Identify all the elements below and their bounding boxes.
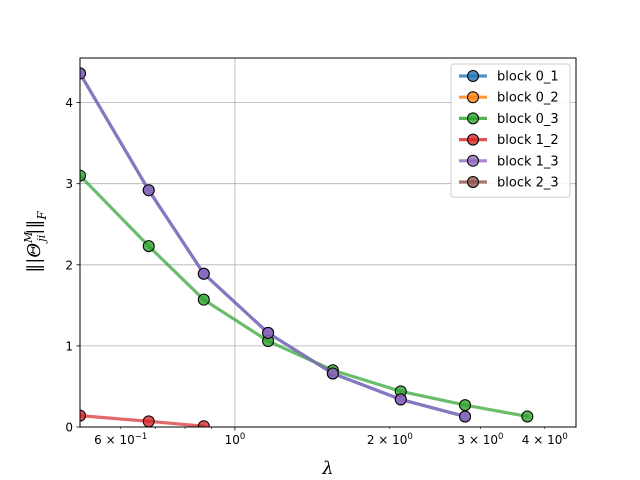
legend-swatch-marker [467,91,479,104]
data-point [262,326,275,339]
data-point [326,367,339,380]
x-tick-label-exponent: 0 [407,432,412,442]
legend-swatch-marker [467,176,479,188]
x-tick-label: 100 [225,432,246,447]
legend-entry-label: block 0_3 [497,112,559,127]
y-axis-label-part: ‖|Θ [24,243,45,273]
legend-entry-label: block 1_3 [497,154,559,169]
legend-swatch-marker [467,112,479,125]
y-axis-label-part: |‖ [24,220,45,235]
data-point [521,410,534,423]
legend-swatch-marker [467,133,479,146]
y-axis-label: ‖|ΘMji|‖F [22,211,49,273]
x-tick-label-exponent: −1 [135,432,148,442]
legend-swatch-marker [467,70,479,82]
legend-entry-label: block 1_2 [497,133,559,148]
x-tick-label-exponent: 0 [498,432,503,442]
legend-swatch-marker [467,154,479,167]
x-tick-label: 2 × 100 [367,432,413,447]
y-axis-label-part: F [35,211,49,221]
x-axis-label: λ [321,458,333,479]
y-axis-label-part: ji [35,235,48,245]
y-tick-label: 3 [65,177,73,191]
x-tick-label-base: 3 × 10 [457,433,498,447]
x-tick-label: 3 × 100 [457,432,503,447]
data-point [197,267,210,280]
series-layer [80,67,534,427]
y-tick-label: 4 [65,96,73,110]
data-point [80,169,86,182]
x-tick-label-base: 4 × 10 [522,433,563,447]
plot-frame [79,57,577,428]
x-tick-label-exponent: 0 [562,432,567,442]
y-axis-label-part: M [22,231,35,244]
x-tick-label-base: 10 [225,433,240,447]
legend-entry-label: block 0_2 [497,91,559,106]
data-point [459,399,472,412]
x-tick-label: 4 × 100 [522,432,568,447]
x-tick-label-base: 2 × 10 [367,433,408,447]
data-point [142,240,155,253]
data-point [80,409,86,422]
x-tick-label-exponent: 0 [240,432,245,442]
y-tick-label: 2 [65,258,73,272]
y-tick-label: 1 [65,339,73,353]
data-point [459,410,472,423]
data-point [197,293,210,306]
series-line [80,173,529,419]
x-tick-label-base: 6 × 10 [94,433,135,447]
data-point [394,393,407,406]
legend-entry-label: block 0_1 [497,70,559,85]
x-tick-label: 6 × 10−1 [94,432,147,447]
y-tick-label: 0 [65,421,73,435]
data-point [142,184,155,197]
legend-entry-label: block 2_3 [497,176,559,191]
data-point [197,420,210,427]
data-point [80,67,86,80]
data-point [142,415,155,427]
